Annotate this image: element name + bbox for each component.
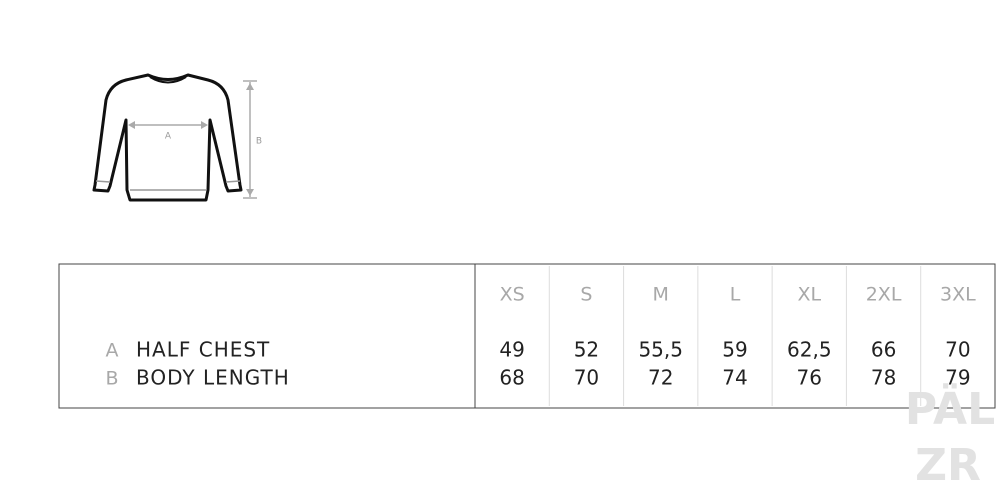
size-header: 3XL xyxy=(940,284,976,306)
size-header: M xyxy=(653,284,669,306)
row-key: B xyxy=(105,368,118,390)
cell-value: 49 xyxy=(499,338,524,362)
diagram-label: A xyxy=(165,132,172,142)
cell-value: 70 xyxy=(574,366,599,390)
size-header: 2XL xyxy=(866,284,902,306)
size-table: XS S M L XL 2XL 3XL A HALF CHEST 49 52 55,5 59 62,5 66… xyxy=(105,266,976,406)
row-label: BODY LENGTH xyxy=(136,366,290,390)
sweatshirt-diagram xyxy=(92,73,243,202)
cell-value: 68 xyxy=(499,366,524,390)
table-border xyxy=(58,263,996,409)
cell-value: 79 xyxy=(945,366,970,390)
diagram-label: B xyxy=(256,137,262,147)
cell-value: 55,5 xyxy=(638,338,683,362)
cell-value: 74 xyxy=(722,366,747,390)
cell-value: 76 xyxy=(797,366,822,390)
size-header: L xyxy=(730,284,741,306)
size-header: XL xyxy=(797,284,821,306)
cell-value: 59 xyxy=(722,338,747,362)
cell-value: 72 xyxy=(648,366,673,390)
cell-value: 52 xyxy=(574,338,599,362)
size-header: S xyxy=(580,284,592,306)
watermark: ZR xyxy=(915,440,981,491)
cell-value: 78 xyxy=(871,366,896,390)
row-label: HALF CHEST xyxy=(136,338,270,362)
size-header: XS xyxy=(500,284,525,306)
cell-value: 70 xyxy=(945,338,970,362)
measure-guides xyxy=(128,80,257,199)
cell-value: 62,5 xyxy=(787,338,832,362)
row-key: A xyxy=(106,340,119,362)
watermark: PÄL xyxy=(905,382,995,435)
cell-value: 66 xyxy=(871,338,896,362)
